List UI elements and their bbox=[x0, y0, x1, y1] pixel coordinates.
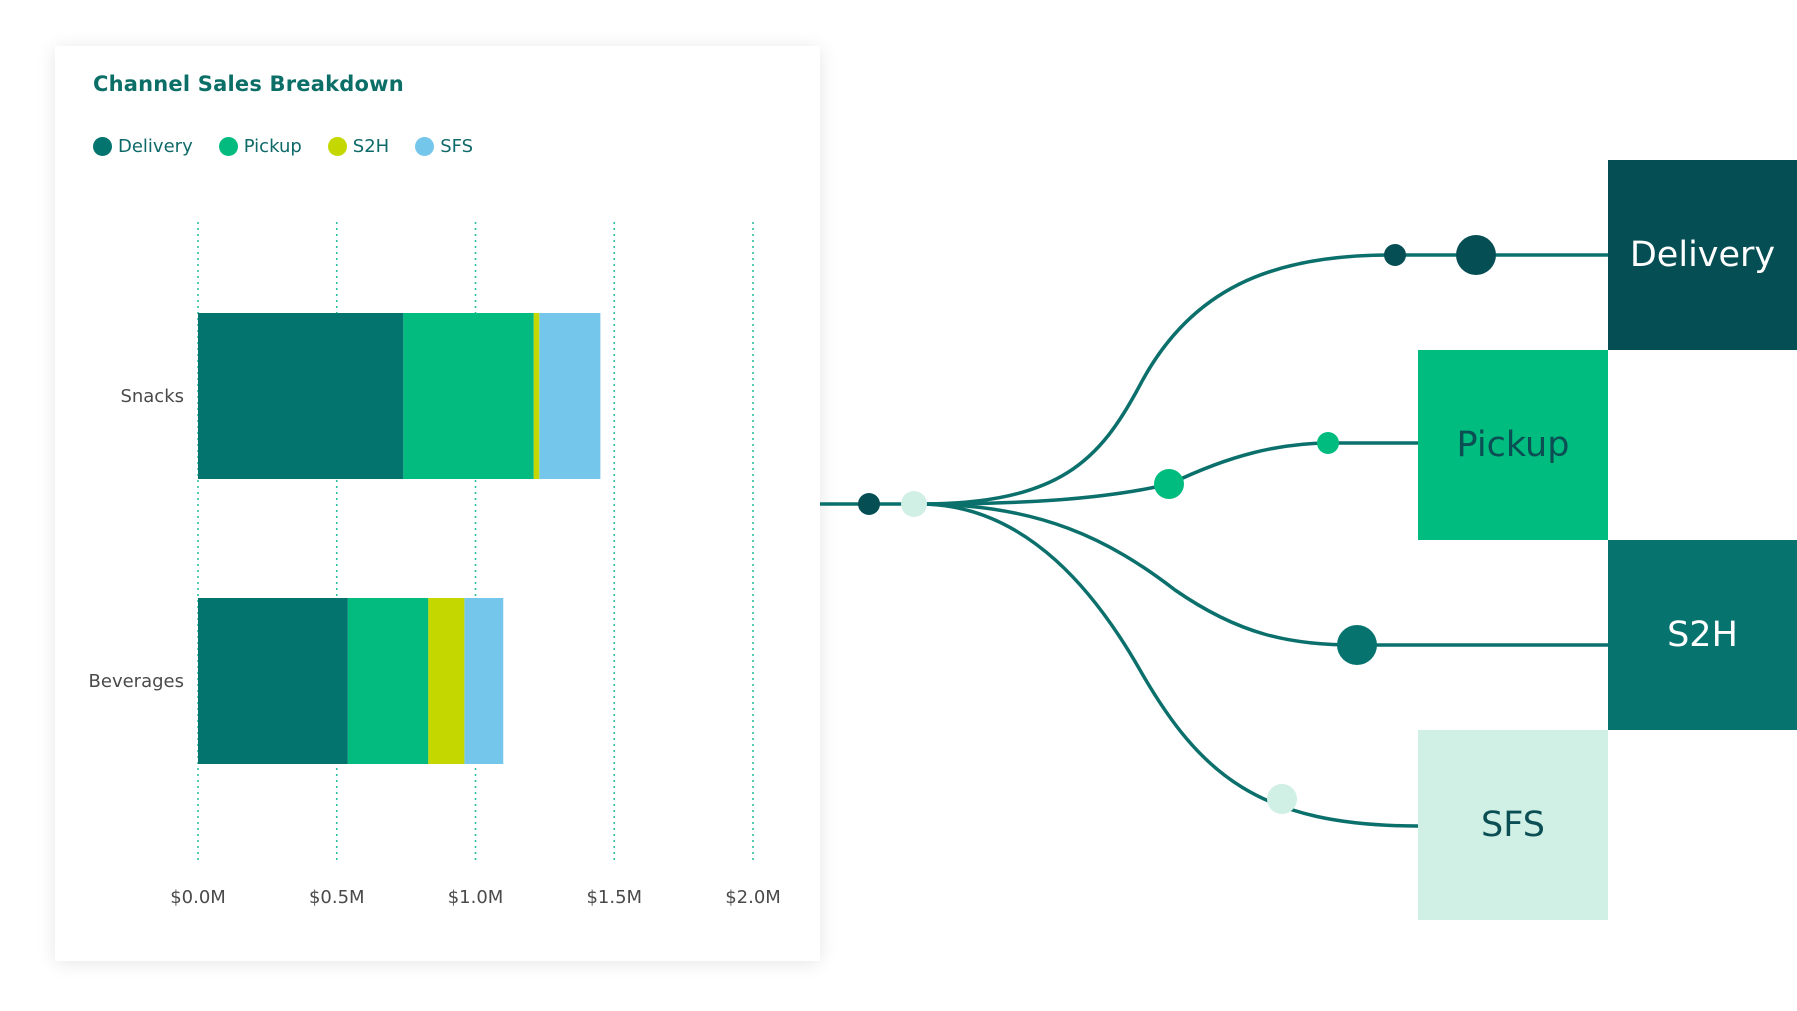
flow-node-pickup-small bbox=[1317, 432, 1339, 454]
s2h-tile: S2H bbox=[1608, 540, 1797, 730]
legend-item-delivery: Delivery bbox=[93, 136, 193, 157]
chart-legend: Delivery Pickup S2H SFS bbox=[93, 136, 473, 157]
flow-path-sfs bbox=[919, 502, 1419, 828]
legend-item-pickup: Pickup bbox=[218, 136, 302, 157]
bar-beverages-s2h bbox=[428, 598, 465, 764]
legend-label-s2h: S2H bbox=[352, 136, 390, 157]
bar-snacks-s2h bbox=[533, 313, 540, 479]
legend-swatch-delivery bbox=[93, 137, 112, 156]
sfs-tile: SFS bbox=[1418, 730, 1608, 920]
bar-snacks-pickup bbox=[403, 313, 534, 479]
bar-snacks-delivery bbox=[198, 313, 404, 479]
pickup-tile-label: Pickup bbox=[1456, 425, 1570, 465]
sfs-tile-label: SFS bbox=[1481, 805, 1545, 845]
legend-item-sfs: SFS bbox=[415, 136, 473, 157]
flow-node-pickup-large bbox=[1154, 469, 1184, 499]
legend-label-sfs: SFS bbox=[440, 136, 474, 157]
pickup-tile: Pickup bbox=[1418, 350, 1608, 540]
flow-node-delivery-small bbox=[1384, 244, 1406, 266]
flow-node-trunk-light bbox=[901, 491, 927, 517]
x-tick-label-0: $0.0M bbox=[170, 887, 226, 908]
chart-card: Channel Sales Breakdown Delivery Pickup … bbox=[55, 46, 820, 961]
legend-swatch-sfs bbox=[415, 137, 435, 156]
flow-path-delivery bbox=[919, 253, 1608, 506]
x-tick-label-4: $2.0M bbox=[725, 887, 781, 908]
bar-beverages-sfs bbox=[464, 598, 504, 764]
x-tick-label-1: $0.5M bbox=[309, 887, 365, 908]
bar-snacks-sfs bbox=[539, 313, 601, 479]
bar-beverages-delivery bbox=[198, 598, 348, 764]
flow-node-trunk-dark bbox=[858, 493, 880, 515]
flow-path-s2h bbox=[919, 502, 1608, 647]
chart-title: Channel Sales Breakdown bbox=[93, 72, 404, 96]
legend-label-pickup: Pickup bbox=[243, 136, 302, 157]
bar-beverages-pickup bbox=[347, 598, 429, 764]
legend-label-delivery: Delivery bbox=[118, 136, 193, 157]
legend-swatch-pickup bbox=[218, 137, 238, 156]
delivery-tile-label: Delivery bbox=[1629, 235, 1776, 275]
x-tick-label-2: $1.0M bbox=[448, 887, 504, 908]
s2h-tile-label: S2H bbox=[1667, 615, 1738, 655]
legend-swatch-s2h bbox=[327, 137, 347, 156]
delivery-tile: Delivery bbox=[1608, 160, 1797, 350]
flow-node-s2h bbox=[1337, 625, 1377, 665]
flow-node-sfs bbox=[1267, 784, 1297, 814]
category-label-snacks: Snacks bbox=[120, 386, 184, 407]
flow-node-delivery-large bbox=[1456, 235, 1496, 275]
x-tick-label-3: $1.5M bbox=[586, 887, 642, 908]
category-label-beverages: Beverages bbox=[89, 671, 184, 692]
legend-item-s2h: S2H bbox=[327, 136, 390, 157]
